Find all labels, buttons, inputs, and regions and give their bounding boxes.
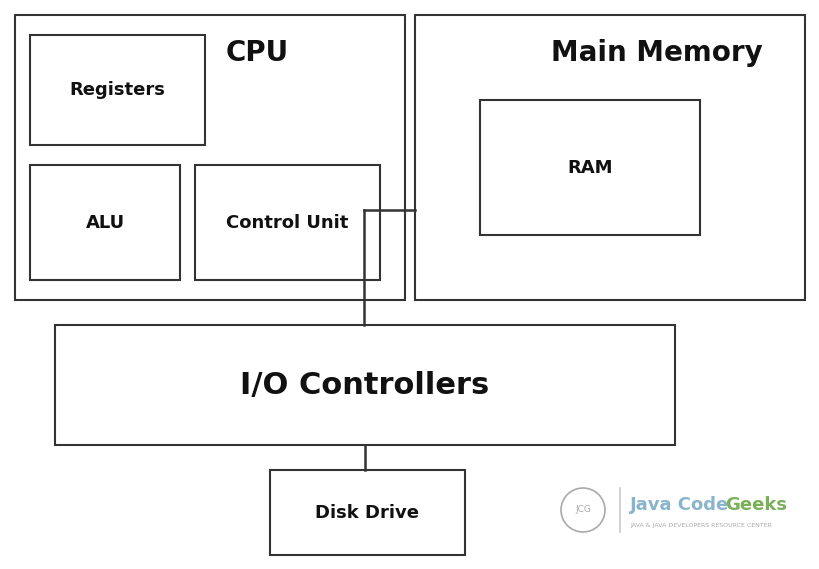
Text: I/O Controllers: I/O Controllers: [240, 370, 489, 399]
Text: Disk Drive: Disk Drive: [315, 504, 419, 522]
Bar: [414, 15, 804, 300]
Text: ALU: ALU: [85, 213, 124, 232]
Bar: [30, 165, 180, 280]
Bar: [30, 35, 205, 145]
Bar: [269, 470, 464, 555]
Bar: [479, 100, 699, 235]
Text: Java Code: Java Code: [629, 496, 735, 514]
Text: Geeks: Geeks: [724, 496, 786, 514]
Text: CPU: CPU: [225, 39, 288, 67]
Text: Main Memory: Main Memory: [550, 39, 762, 67]
Text: JCG: JCG: [574, 505, 590, 514]
Bar: [15, 15, 405, 300]
Text: JAVA & JAVA DEVELOPERS RESOURCE CENTER: JAVA & JAVA DEVELOPERS RESOURCE CENTER: [629, 522, 771, 527]
Text: RAM: RAM: [567, 159, 612, 176]
Bar: [55, 325, 674, 445]
Text: Control Unit: Control Unit: [226, 213, 348, 232]
Text: Registers: Registers: [70, 81, 165, 99]
Bar: [195, 165, 379, 280]
